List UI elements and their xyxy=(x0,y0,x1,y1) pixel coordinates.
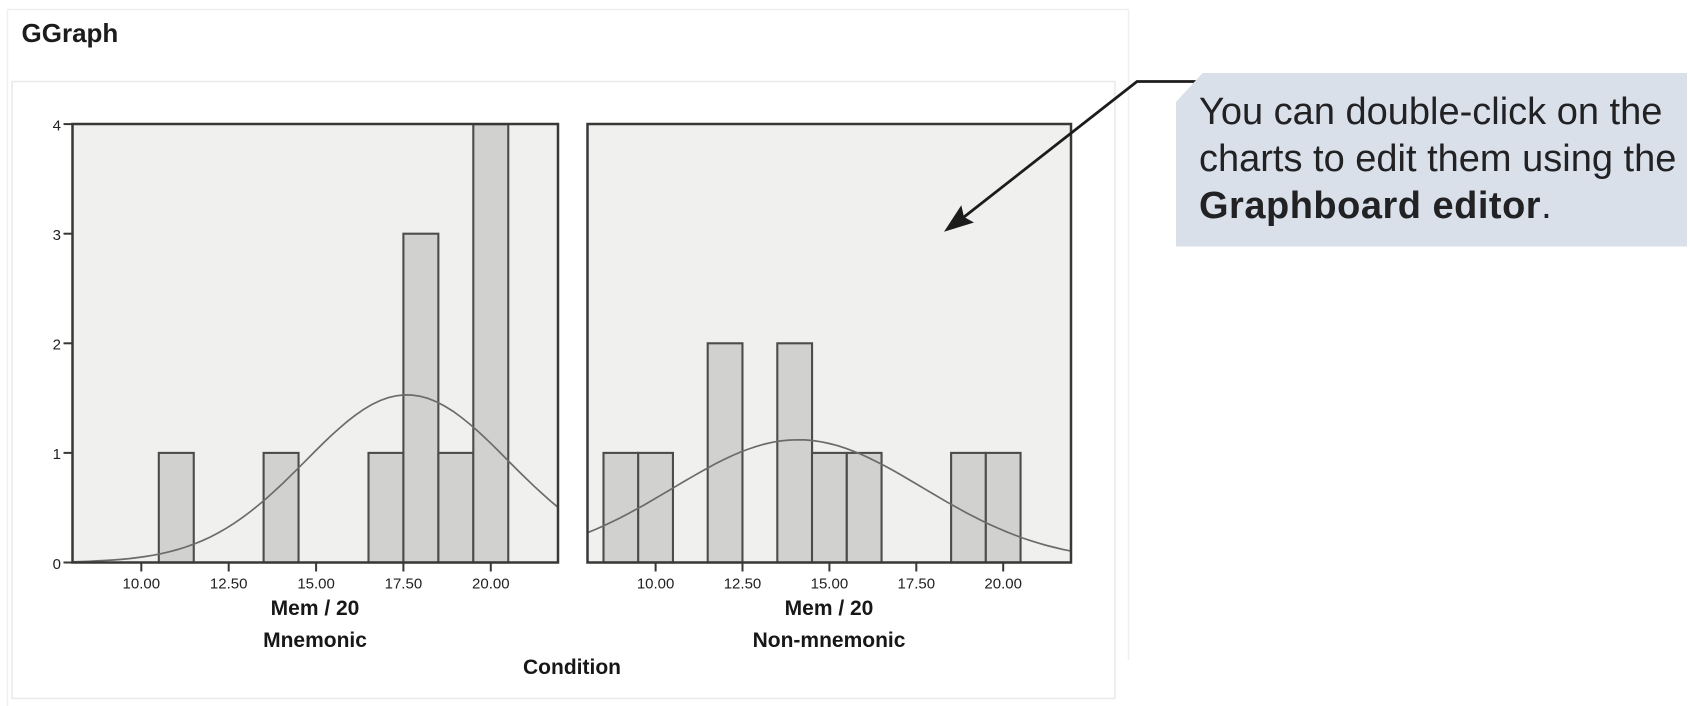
svg-text:Mem / 20: Mem / 20 xyxy=(785,597,874,620)
svg-text:Mem / 20: Mem / 20 xyxy=(271,597,360,620)
svg-text:12.50: 12.50 xyxy=(724,576,762,593)
svg-text:Condition: Condition xyxy=(523,656,621,679)
svg-text:2: 2 xyxy=(53,337,61,354)
svg-text:10.00: 10.00 xyxy=(123,576,161,593)
svg-text:4: 4 xyxy=(53,117,61,134)
svg-text:15.00: 15.00 xyxy=(297,576,335,593)
svg-text:Mnemonic: Mnemonic xyxy=(263,629,367,652)
svg-text:17.50: 17.50 xyxy=(898,576,936,593)
svg-text:3: 3 xyxy=(53,227,61,244)
svg-text:20.00: 20.00 xyxy=(472,576,510,593)
svg-text:1: 1 xyxy=(53,446,61,463)
svg-text:15.00: 15.00 xyxy=(811,576,849,593)
svg-text:10.00: 10.00 xyxy=(637,576,675,593)
svg-text:12.50: 12.50 xyxy=(210,576,248,593)
svg-text:17.50: 17.50 xyxy=(385,576,423,593)
svg-text:0: 0 xyxy=(53,556,61,573)
svg-text:20.00: 20.00 xyxy=(984,576,1022,593)
svg-text:Non-mnemonic: Non-mnemonic xyxy=(753,629,906,652)
